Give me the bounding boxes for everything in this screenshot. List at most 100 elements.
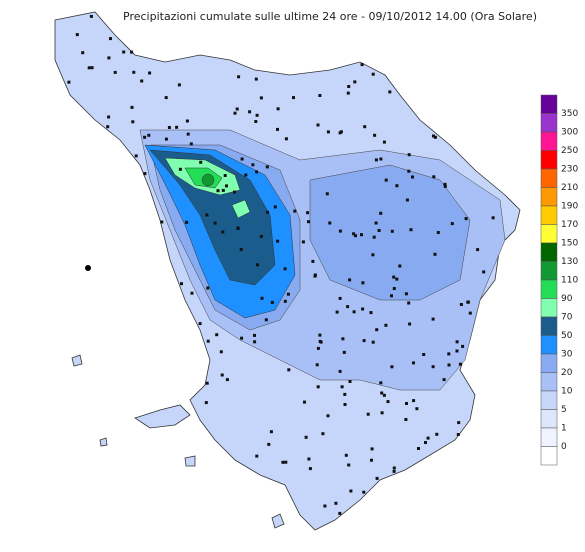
map-title: Precipitazioni cumulate sulle ultime 24 … (123, 10, 537, 23)
station (180, 282, 183, 286)
station (109, 37, 112, 41)
legend-swatch (540, 446, 558, 466)
station (143, 135, 147, 139)
station (390, 294, 393, 298)
station (311, 259, 315, 263)
station (284, 460, 288, 464)
station (482, 270, 486, 274)
legend-label: 20 (561, 368, 573, 378)
station (276, 239, 280, 243)
station (382, 393, 386, 397)
station (326, 130, 330, 134)
island (99, 437, 108, 447)
station (107, 115, 111, 119)
station (432, 175, 436, 179)
station (253, 333, 256, 337)
station (443, 182, 447, 186)
legend-label: 150 (561, 239, 578, 249)
station (362, 339, 366, 343)
station (334, 501, 338, 505)
legend-label: 1 (561, 424, 567, 434)
station (372, 235, 376, 239)
station (338, 229, 342, 233)
station (205, 213, 209, 217)
station (386, 400, 390, 404)
station (185, 119, 189, 123)
station (75, 33, 79, 37)
legend-swatch (540, 150, 558, 170)
station (468, 311, 472, 315)
station (284, 137, 288, 141)
legend-swatch (540, 372, 558, 392)
legend-swatch (540, 113, 558, 133)
legend-swatch (540, 205, 558, 225)
station (456, 433, 460, 436)
station (130, 50, 134, 54)
station (130, 105, 134, 109)
legend-label: 130 (561, 257, 578, 267)
station (412, 399, 416, 403)
legend-label: 110 (561, 276, 578, 286)
station (392, 275, 396, 279)
station (380, 411, 384, 415)
zone-130 (201, 173, 215, 187)
station (384, 178, 388, 182)
station (267, 442, 271, 446)
station (491, 216, 495, 220)
station (379, 157, 383, 161)
legend-label: 230 (561, 165, 578, 175)
station (81, 51, 85, 55)
station (390, 229, 394, 233)
station (113, 70, 117, 74)
station (107, 56, 111, 60)
legend-label: 350 (561, 109, 578, 119)
island (71, 354, 83, 367)
station (340, 385, 344, 389)
station (147, 133, 151, 137)
station (412, 361, 415, 365)
station (341, 337, 345, 341)
station (205, 381, 209, 385)
station (198, 322, 202, 326)
station (225, 184, 228, 188)
station (131, 120, 135, 124)
station (122, 50, 126, 54)
station (233, 190, 236, 194)
legend: 3503002502302101901701501301109070503020… (540, 94, 578, 466)
station (335, 310, 339, 314)
region (54, 11, 521, 531)
station (353, 80, 357, 84)
station (236, 227, 240, 230)
station (237, 75, 241, 79)
station (404, 292, 408, 296)
station (352, 232, 356, 236)
station (360, 233, 363, 237)
station (276, 127, 279, 131)
station (343, 392, 347, 396)
station (433, 252, 437, 256)
station (328, 221, 332, 225)
station (346, 305, 350, 309)
station (148, 71, 152, 75)
station (405, 198, 409, 202)
station (283, 299, 287, 303)
station (392, 466, 396, 470)
legend-label: 0 (561, 442, 567, 452)
legend-label: 170 (561, 220, 578, 230)
station (87, 66, 91, 70)
station (215, 333, 219, 337)
station (316, 346, 320, 350)
station (458, 362, 462, 366)
island (134, 404, 191, 429)
station (442, 378, 446, 382)
station (323, 504, 327, 508)
station (369, 311, 373, 315)
station (375, 328, 379, 332)
station (264, 318, 268, 322)
station (318, 94, 322, 97)
station (370, 447, 374, 451)
station (338, 296, 342, 300)
station (348, 380, 352, 383)
station (466, 300, 470, 304)
station (384, 323, 388, 327)
